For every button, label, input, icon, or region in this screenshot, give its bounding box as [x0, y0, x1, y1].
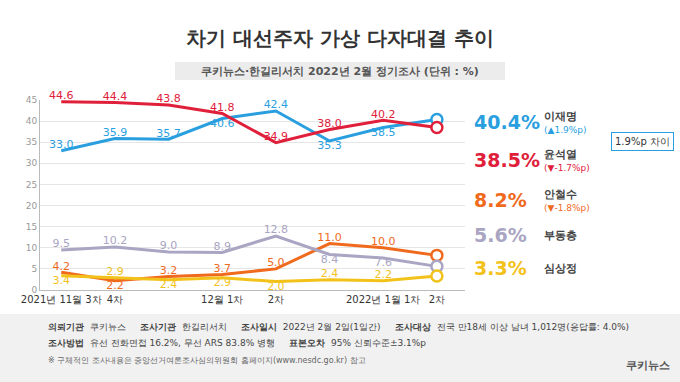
svg-text:25: 25	[26, 180, 37, 190]
svg-text:부동층: 부동층	[544, 229, 577, 242]
svg-text:8.2%: 8.2%	[474, 189, 527, 211]
svg-text:20: 20	[26, 201, 38, 211]
svg-text:2.9: 2.9	[106, 265, 124, 278]
svg-text:3.7: 3.7	[213, 262, 231, 275]
svg-text:2.0: 2.0	[267, 280, 285, 293]
svg-text:차기 대선주자 가상 다자대결 추이: 차기 대선주자 가상 다자대결 추이	[186, 26, 494, 50]
svg-text:2.4: 2.4	[160, 278, 178, 291]
svg-text:40.4%: 40.4%	[474, 111, 540, 133]
svg-text:(▼-1.7%p): (▼-1.7%p)	[544, 163, 590, 173]
svg-text:30: 30	[26, 158, 38, 168]
svg-text:7.6: 7.6	[374, 256, 392, 269]
svg-text:4차: 4차	[107, 294, 123, 305]
svg-text:의뢰기관 쿠키뉴스 조사기관 한길리서치: 의뢰기관 쿠키뉴스 조사기관 한길리서치 조사일시 2022년 2월 2일(1일…	[48, 322, 629, 332]
svg-text:34.9: 34.9	[264, 130, 289, 143]
svg-text:38.5: 38.5	[371, 126, 396, 139]
svg-text:42.4: 42.4	[264, 98, 289, 111]
svg-text:2021년 11월 3차: 2021년 11월 3차	[21, 294, 102, 305]
svg-text:조사방법 유선 전화면접 16.2%, 무선 ARS 83: 조사방법 유선 전화면접 16.2%, 무선 ARS 83.8% 병행 표본오차…	[48, 338, 426, 348]
svg-text:15: 15	[26, 222, 37, 232]
svg-text:44.6: 44.6	[49, 89, 74, 102]
svg-text:44.4: 44.4	[103, 90, 128, 103]
svg-text:35.9: 35.9	[103, 126, 128, 139]
svg-text:쿠키뉴스: 쿠키뉴스	[626, 359, 670, 372]
svg-text:8.4: 8.4	[321, 253, 339, 266]
svg-text:41.8: 41.8	[210, 101, 235, 114]
svg-text:38.5%: 38.5%	[474, 149, 540, 171]
svg-text:35.3: 35.3	[317, 139, 342, 152]
svg-text:3.2: 3.2	[160, 264, 178, 277]
svg-text:10: 10	[26, 243, 38, 253]
svg-text:33.0: 33.0	[49, 138, 74, 151]
svg-text:이재명: 이재명	[544, 110, 577, 123]
svg-text:(▼-1.8%p): (▼-1.8%p)	[544, 203, 590, 213]
svg-text:45: 45	[26, 95, 37, 105]
svg-text:8.9: 8.9	[213, 240, 231, 253]
svg-text:38.0: 38.0	[317, 117, 342, 130]
svg-text:10.0: 10.0	[371, 235, 396, 248]
svg-text:4.2: 4.2	[53, 260, 71, 273]
svg-text:심상정: 심상정	[544, 262, 577, 275]
svg-text:40.6: 40.6	[210, 117, 235, 130]
svg-text:2차: 2차	[268, 294, 284, 305]
svg-text:12월 1차: 12월 1차	[201, 294, 243, 305]
svg-text:쿠키뉴스·한길리서치 2022년 2월 정기조사 (단위 :: 쿠키뉴스·한길리서치 2022년 2월 정기조사 (단위 : %)	[201, 65, 479, 78]
svg-text:0: 0	[31, 285, 37, 295]
svg-text:43.8: 43.8	[156, 92, 181, 105]
svg-text:11.0: 11.0	[317, 231, 342, 244]
svg-text:9.0: 9.0	[160, 239, 178, 252]
svg-text:3.3%: 3.3%	[474, 257, 527, 279]
svg-text:2.2: 2.2	[374, 268, 392, 281]
svg-text:9.5: 9.5	[53, 237, 71, 250]
svg-text:1.9%p 차이: 1.9%p 차이	[615, 136, 670, 147]
svg-text:2.9: 2.9	[213, 276, 231, 289]
svg-text:2.4: 2.4	[321, 267, 339, 280]
svg-text:35: 35	[26, 137, 37, 147]
svg-text:3.4: 3.4	[53, 274, 71, 287]
svg-text:5.6%: 5.6%	[474, 224, 527, 246]
svg-text:40: 40	[26, 116, 38, 126]
svg-text:40.2: 40.2	[371, 108, 396, 121]
svg-text:35.7: 35.7	[156, 127, 181, 140]
svg-text:※ 구체적인 조사내용은 중앙선거여론조사심의위원회 홈페이: ※ 구체적인 조사내용은 중앙선거여론조사심의위원회 홈페이지(www.nesd…	[48, 356, 366, 365]
svg-text:2.2: 2.2	[106, 279, 124, 292]
svg-text:5.0: 5.0	[267, 256, 285, 269]
svg-text:10.2: 10.2	[103, 234, 128, 247]
svg-text:윤석열: 윤석열	[544, 148, 577, 161]
svg-text:12.8: 12.8	[264, 223, 289, 236]
svg-text:2차: 2차	[429, 294, 445, 305]
svg-text:5: 5	[31, 264, 37, 274]
svg-text:2022년 1월 1차: 2022년 1월 1차	[346, 294, 421, 305]
svg-text:안철수: 안철수	[544, 188, 577, 201]
svg-text:(▲1.9%p): (▲1.9%p)	[544, 125, 587, 135]
